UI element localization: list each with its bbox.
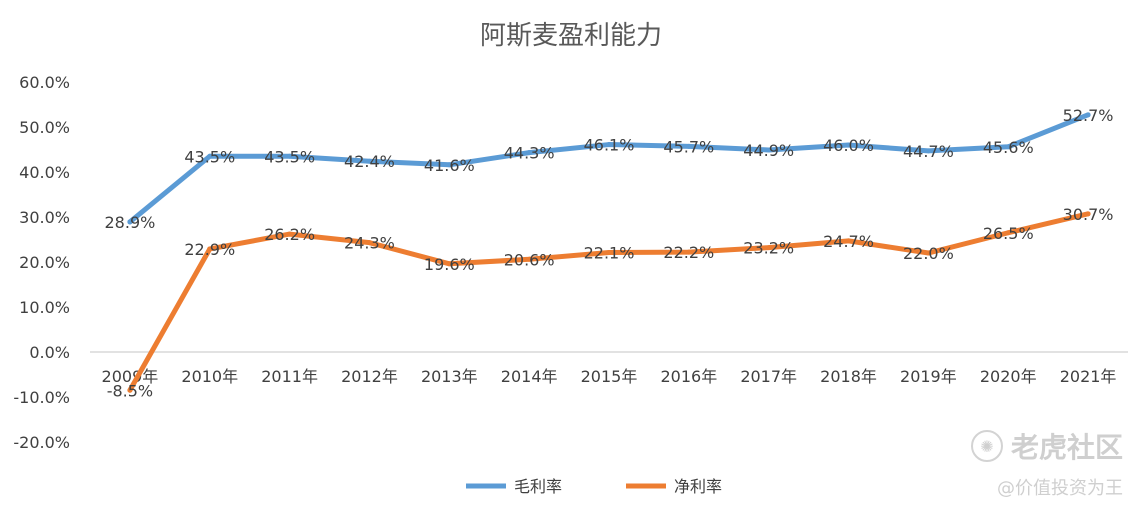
data-label: 22.2% [663, 243, 714, 262]
legend-label: 净利率 [674, 477, 722, 496]
data-point [606, 142, 612, 148]
data-label: 44.3% [504, 144, 555, 163]
watermark-main-text: 老虎社区 [1010, 431, 1123, 464]
x-tick-label: 2019年 [900, 367, 957, 386]
data-label: 52.7% [1063, 106, 1114, 125]
data-point [287, 153, 293, 159]
data-label: 19.6% [424, 255, 475, 274]
data-point [127, 219, 133, 225]
data-point [846, 238, 852, 244]
data-point [1005, 230, 1011, 236]
data-label: 44.9% [743, 141, 794, 160]
x-tick-label: 2013年 [421, 367, 478, 386]
data-label: 22.0% [903, 244, 954, 263]
x-tick-label: 2009年 [102, 367, 159, 386]
data-label: 24.3% [344, 234, 395, 253]
data-label: 22.9% [184, 240, 235, 259]
x-tick-label: 2020年 [980, 367, 1037, 386]
data-label: 42.4% [344, 152, 395, 171]
data-label: 44.7% [903, 142, 954, 161]
data-label: 26.5% [983, 224, 1034, 243]
y-tick-label: -20.0% [13, 433, 70, 452]
data-point [606, 250, 612, 256]
y-tick-label: -10.0% [13, 388, 70, 407]
data-point [925, 250, 931, 256]
data-point [526, 256, 532, 262]
x-tick-label: 2014年 [501, 367, 558, 386]
data-point [766, 147, 772, 153]
data-point [766, 245, 772, 251]
data-point [127, 387, 133, 393]
watermark-logo: ✺ 老虎社区 [970, 426, 1123, 466]
data-point [526, 150, 532, 156]
x-tick-label: 2017年 [740, 367, 797, 386]
series-line-1 [127, 112, 1091, 225]
x-tick-label: 2012年 [341, 367, 398, 386]
x-tick-label: 2016年 [660, 367, 717, 386]
data-point [207, 246, 213, 252]
x-axis: 2009年 2010年 2011年 2012年 2013年 2014年 2015年 2016年… [102, 367, 1117, 386]
y-tick-label: 60.0% [19, 73, 70, 92]
y-axis: 60.0% 50.0% 40.0% 30.0% 20.0% 10.0% 0.0% -10.0%… [13, 73, 70, 452]
data-label: 28.9% [105, 213, 156, 232]
data-labels: 28.9% 43.5% 43.5% 42.4% 41.6% 44.3% 46.1% 45.7%… [105, 106, 1114, 400]
data-label: 30.7% [1063, 205, 1114, 224]
y-tick-label: 40.0% [19, 163, 70, 182]
data-point [366, 240, 372, 246]
data-point [925, 148, 931, 154]
x-tick-label: 2015年 [581, 367, 638, 386]
y-tick-label: 30.0% [19, 208, 70, 227]
tiger-icon: ✺ [970, 430, 1003, 462]
data-label: 20.6% [504, 250, 555, 269]
data-label: 22.1% [584, 244, 635, 263]
data-point [1085, 112, 1091, 118]
data-label: 45.6% [983, 138, 1034, 157]
x-tick-label: 2011年 [261, 367, 318, 386]
data-label: 43.5% [184, 147, 235, 166]
data-point [1005, 144, 1011, 150]
chart-title: 阿斯麦盈利能力 [480, 21, 662, 51]
data-label: 24.7% [823, 232, 874, 251]
legend-item-1[interactable]: 毛利率 [466, 477, 562, 496]
data-point [686, 143, 692, 149]
data-point [366, 158, 372, 164]
y-tick-label: 50.0% [19, 118, 70, 137]
legend-label: 毛利率 [514, 477, 562, 496]
legend[interactable]: 毛利率 净利率 [466, 477, 722, 496]
data-point [287, 231, 293, 237]
data-label: 46.1% [584, 136, 635, 155]
data-label: 23.2% [743, 239, 794, 258]
data-point [207, 153, 213, 159]
watermark-handle: @价值投资为王 [997, 478, 1123, 499]
data-point [446, 261, 452, 267]
y-tick-label: 0.0% [29, 343, 70, 362]
series-group [127, 112, 1091, 393]
x-tick-label: 2021年 [1060, 367, 1117, 386]
data-label: 41.6% [424, 156, 475, 175]
data-label: 45.7% [663, 137, 714, 156]
data-label: 26.2% [264, 225, 315, 244]
y-tick-label: 10.0% [19, 298, 70, 317]
data-label: -8.5% [107, 381, 153, 400]
y-tick-label: 20.0% [19, 253, 70, 272]
data-point [1085, 211, 1091, 217]
data-label: 46.0% [823, 136, 874, 155]
x-tick-label: 2018年 [820, 367, 877, 386]
x-tick-label: 2010年 [181, 367, 238, 386]
data-point [846, 142, 852, 148]
data-point [446, 162, 452, 168]
data-label: 43.5% [264, 147, 315, 166]
legend-item-2[interactable]: 净利率 [626, 477, 722, 496]
data-point [686, 249, 692, 255]
